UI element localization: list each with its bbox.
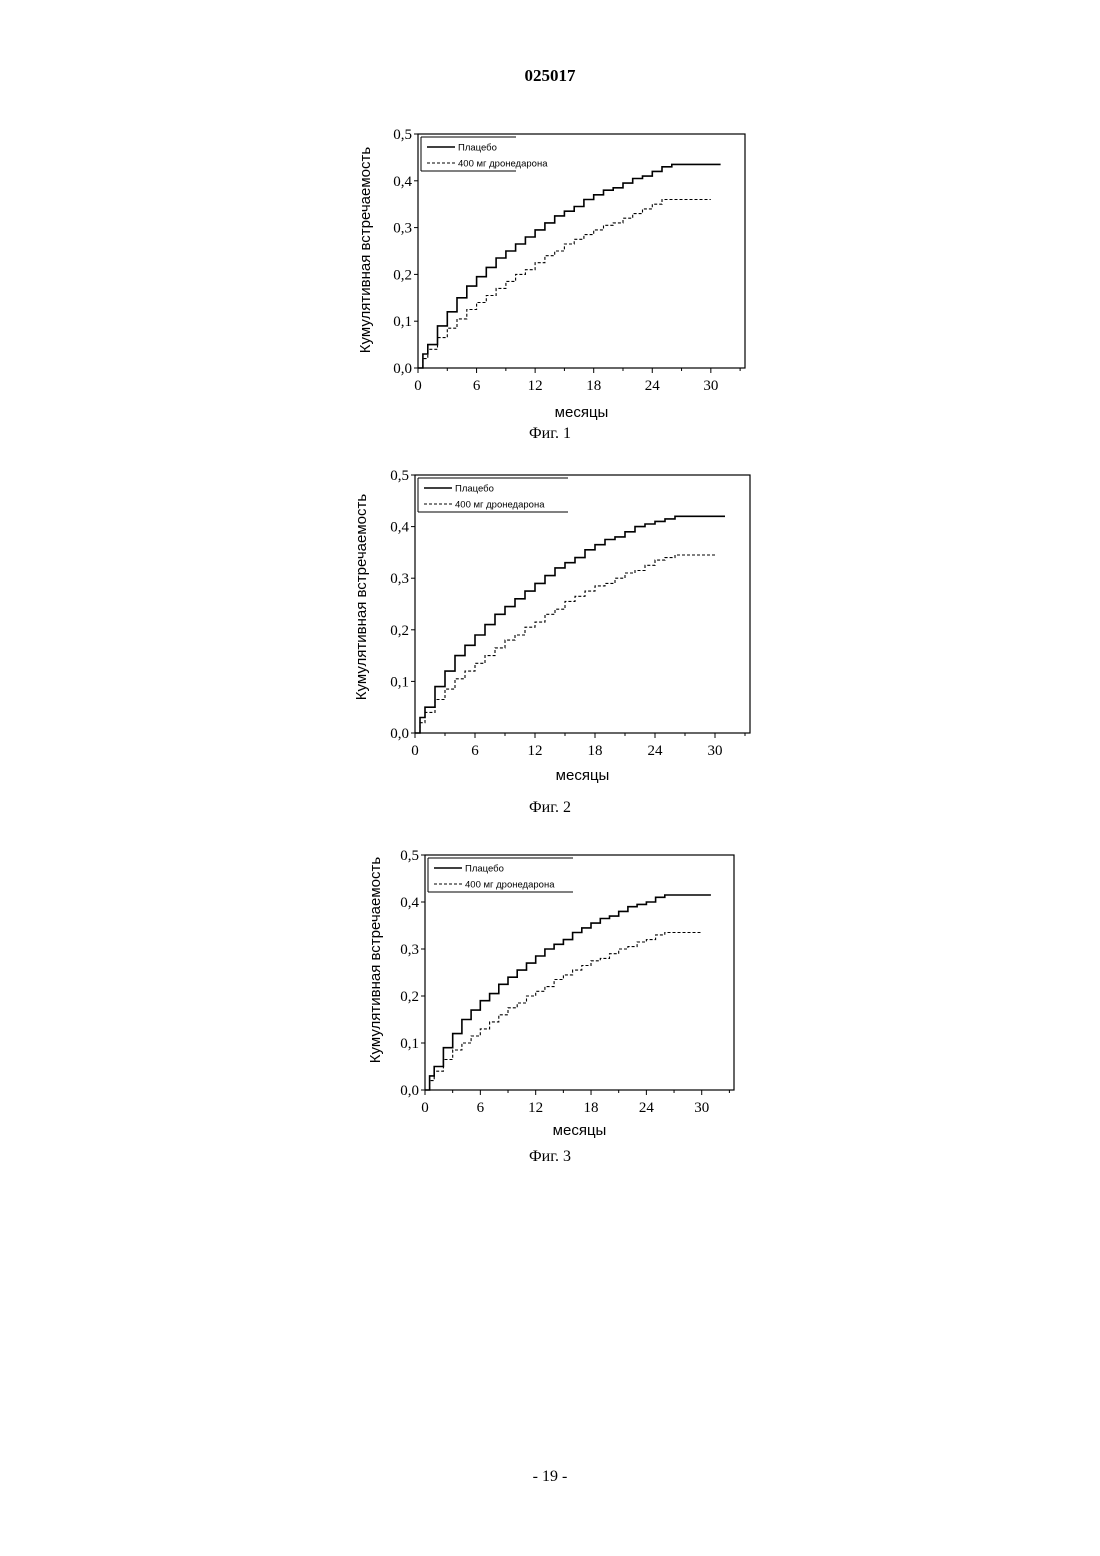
figure-caption-3: Фиг. 3 — [0, 1148, 1100, 1166]
x-tick-label: 6 — [477, 1100, 485, 1116]
legend-label-dronedarone: 400 мг дронедарона — [465, 880, 555, 891]
x-tick-label: 30 — [694, 1100, 709, 1116]
y-tick-label: 0,2 — [400, 989, 419, 1005]
x-axis-title: месяцы — [553, 1122, 607, 1139]
y-tick-label: 0,0 — [400, 1083, 419, 1099]
y-tick-label: 0,5 — [400, 848, 419, 864]
y-axis-title: Кумулятивная встречаемость — [367, 857, 384, 1064]
x-tick-label: 24 — [639, 1100, 655, 1116]
legend-label-placebo: Плацебо — [465, 864, 504, 875]
x-tick-label: 0 — [421, 1100, 429, 1116]
y-tick-label: 0,3 — [400, 942, 419, 958]
page-number: - 19 - — [0, 1468, 1100, 1486]
x-tick-label: 12 — [528, 1100, 543, 1116]
series-line-dronedarone — [425, 933, 702, 1091]
y-tick-label: 0,4 — [400, 895, 419, 911]
y-tick-label: 0,1 — [400, 1036, 419, 1052]
series-line-placebo — [425, 895, 711, 1090]
x-tick-label: 18 — [584, 1100, 599, 1116]
